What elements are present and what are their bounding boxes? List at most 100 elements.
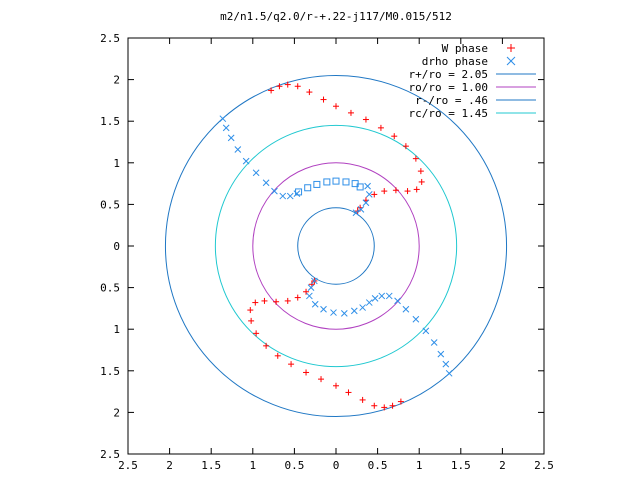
data-point [364,182,371,190]
circle-3 [297,207,375,285]
data-point [263,342,270,349]
x-tick-label: 1 [416,459,423,472]
x-tick-label: 0 [333,459,340,472]
legend-label: W phase [442,42,488,55]
data-point [320,96,327,103]
data-points [219,81,453,411]
legend-label: r+/ro = 2.05 [409,68,488,81]
legend-marker [507,44,515,52]
data-point [295,188,303,196]
data-point [418,178,425,185]
data-point [371,191,378,198]
data-point [261,297,268,304]
data-point [394,297,401,305]
data-point [247,307,254,314]
data-point [284,81,291,88]
data-point [333,103,339,110]
data-point [357,206,365,213]
series-1 [247,81,425,411]
legend-marker [506,56,516,66]
data-point [234,146,242,153]
x-tick-label: 2 [166,459,173,472]
x-tick-label: 0.5 [368,459,388,472]
data-point [323,178,331,186]
data-point [442,360,450,368]
circle-4 [214,124,458,368]
data-point [248,317,255,324]
data-point [359,304,366,311]
data-point [412,315,420,323]
data-point [417,168,424,175]
data-point [342,178,350,186]
circle-2 [252,162,420,330]
y-tick-label: 0.5 [100,198,120,211]
legend-label: drho phase [422,55,488,68]
data-point [437,350,445,358]
legend-label: ro/ro = 1.00 [409,81,488,94]
data-point [377,124,384,131]
data-point [381,404,388,411]
data-point [332,177,340,185]
y-tick-label: 2.5 [100,32,120,45]
data-point [385,292,393,300]
x-tick-label: 1.5 [201,459,221,472]
data-point [392,187,399,194]
data-point [222,124,230,132]
data-point [253,330,260,337]
axis-ticks: 2.5 2 1.5 1 0.5 0 0.5 1 1.5 2 2.52.521.510.500.511… [100,32,554,472]
data-point [371,402,378,409]
data-point [306,89,313,96]
data-point [271,187,278,195]
data-point [391,133,398,140]
circle-1 [164,74,508,418]
data-point [313,180,321,188]
data-point [273,298,280,305]
data-point [402,305,410,313]
data-point [352,209,360,217]
data-point [347,109,354,116]
data-point [311,277,318,285]
data-point [333,382,339,389]
data-point [362,116,369,123]
data-point [445,369,453,377]
x-tick-label: 1.5 [451,459,471,472]
data-point [371,295,379,302]
data-point [288,361,295,368]
y-tick-label: 0.5 [100,282,120,295]
data-point [365,299,373,306]
data-point [365,191,373,198]
data-point [293,190,301,197]
data-point [227,134,235,142]
y-tick-label: 1 [113,323,120,336]
x-tick-label: 1 [249,459,256,472]
data-point [340,310,348,317]
y-tick-label: 1 [113,157,120,170]
data-point [378,292,386,300]
data-point [402,143,409,150]
data-point [268,87,275,94]
data-point [412,155,419,162]
y-tick-label: 2 [113,406,120,419]
data-point [262,179,270,187]
data-point [356,183,364,191]
legend-label: r-/ro = .46 [415,94,488,107]
data-point [430,339,438,346]
data-point [320,305,327,313]
data-point [307,284,315,291]
data-point [279,192,287,200]
chart-title: m2/n1.5/q2.0/r-+.22-j117/M0.015/512 [220,10,452,23]
data-point [284,297,291,304]
data-point [219,115,227,123]
data-point [404,188,411,195]
series-2 [219,115,453,377]
data-point [389,402,396,409]
y-tick-label: 1.5 [100,115,120,128]
data-point [306,292,313,300]
y-tick-label: 0 [113,240,120,253]
y-tick-label: 2 [113,74,120,87]
data-point [252,169,260,177]
data-point [318,376,325,383]
data-point [350,307,358,315]
